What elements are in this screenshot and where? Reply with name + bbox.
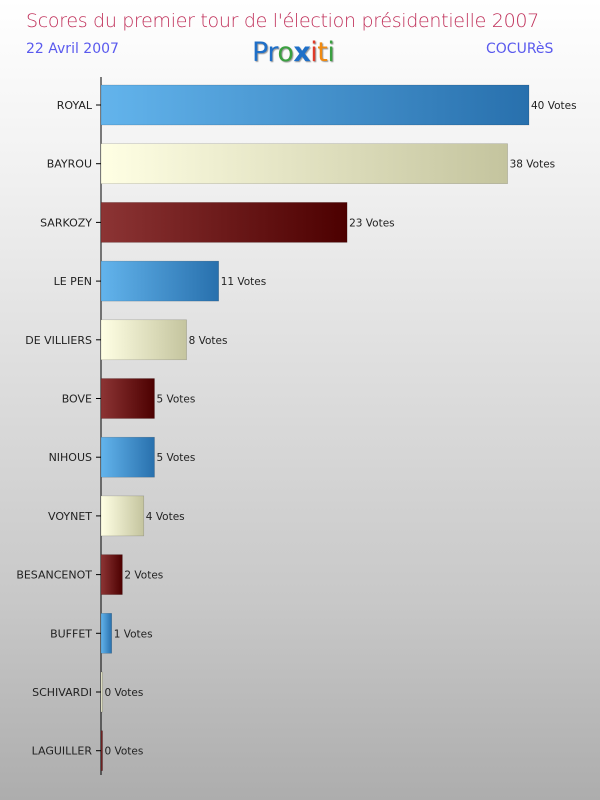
data-label: 11 Votes — [221, 276, 267, 288]
y-tick-label: LAGUILLER — [32, 745, 93, 758]
bar-de-villiers — [100, 319, 187, 361]
data-label: 40 Votes — [531, 100, 577, 112]
bar-bayrou — [100, 143, 508, 184]
y-tick-label: LE PEN — [54, 275, 92, 288]
chart-source: COCURèS — [486, 41, 554, 57]
y-tick-label: SARKOZY — [40, 216, 92, 229]
y-tick-label: BOVE — [62, 393, 92, 406]
proxiti-logo: Proxiti — [252, 37, 335, 68]
bar-royal — [100, 84, 530, 126]
y-tick-label: NIHOUS — [49, 451, 92, 464]
y-tick-label: ROYAL — [57, 99, 93, 112]
data-label: 0 Votes — [105, 687, 144, 699]
chart-date: 22 Avril 2007 — [26, 41, 119, 57]
y-tick-label: BESANCENOT — [16, 569, 92, 582]
bar-bove — [100, 378, 155, 419]
bar-nihous — [100, 436, 155, 478]
bar-schivardi — [100, 671, 103, 713]
data-label: 8 Votes — [189, 335, 228, 347]
chart-title: Scores du premier tour de l'élection pré… — [26, 10, 539, 32]
bar-buffet — [100, 613, 112, 654]
bar-voynet — [100, 495, 145, 537]
data-label: 1 Votes — [114, 628, 153, 640]
y-tick-label: DE VILLIERS — [25, 334, 92, 347]
data-label: 0 Votes — [105, 746, 144, 758]
bar-le-pen — [100, 260, 219, 302]
data-label: 38 Votes — [510, 159, 556, 171]
bar-laguiller — [100, 730, 103, 771]
bar-besancenot — [100, 554, 123, 595]
y-tick-label: BAYROU — [47, 158, 92, 171]
bar-sarkozy — [100, 202, 348, 243]
data-label: 2 Votes — [124, 570, 163, 582]
y-tick-label: VOYNET — [48, 510, 92, 523]
data-label: 5 Votes — [157, 452, 196, 464]
y-tick-label: BUFFET — [50, 627, 92, 640]
data-label: 23 Votes — [349, 217, 395, 229]
data-label: 4 Votes — [146, 511, 185, 523]
data-label: 5 Votes — [157, 394, 196, 406]
y-tick-label: SCHIVARDI — [32, 686, 92, 699]
